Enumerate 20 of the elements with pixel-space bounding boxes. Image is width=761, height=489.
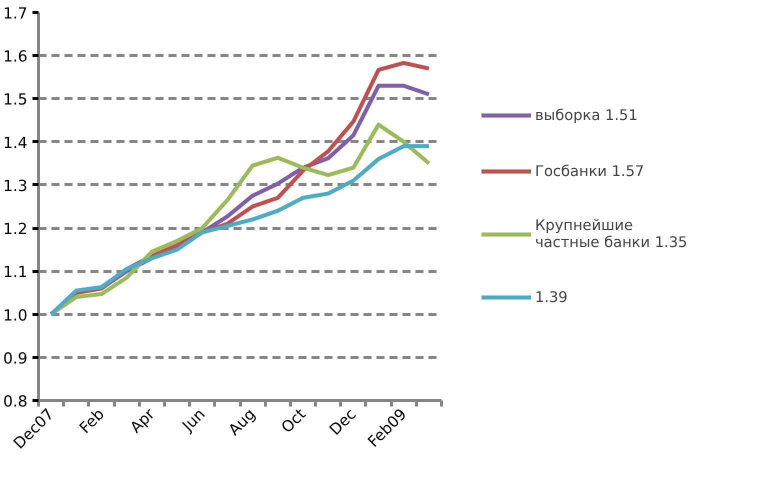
y-tick-label: 1.6 [3, 48, 28, 66]
y-tick-label: 0.9 [3, 349, 28, 368]
legend-label: Госбанки 1.57 [535, 162, 644, 180]
y-tick-label: 1.2 [3, 220, 28, 238]
y-tick-label: 1.1 [3, 263, 28, 282]
x-tick-label: Dec [326, 405, 360, 439]
x-tick-label: Aug [225, 405, 259, 440]
y-tick-label: 0.8 [3, 392, 28, 410]
y-tick-label: 1.5 [3, 90, 28, 109]
x-tick-label: Oct [278, 405, 310, 437]
legend-label: Крупнейшие частные банки 1.35 [535, 217, 688, 251]
x-tick-label: Apr [126, 404, 159, 437]
legend-label: выборка 1.51 [535, 106, 638, 124]
legend-label: 1.39 [535, 288, 568, 306]
x-tick-label: Feb [76, 405, 108, 438]
y-tick-label: 1.7 [3, 4, 28, 22]
y-tick-label: 1.0 [3, 306, 28, 324]
x-tick-label: Jun [178, 405, 209, 436]
y-tick-label: 1.3 [3, 176, 28, 195]
y-tick-label: 1.4 [3, 134, 28, 152]
